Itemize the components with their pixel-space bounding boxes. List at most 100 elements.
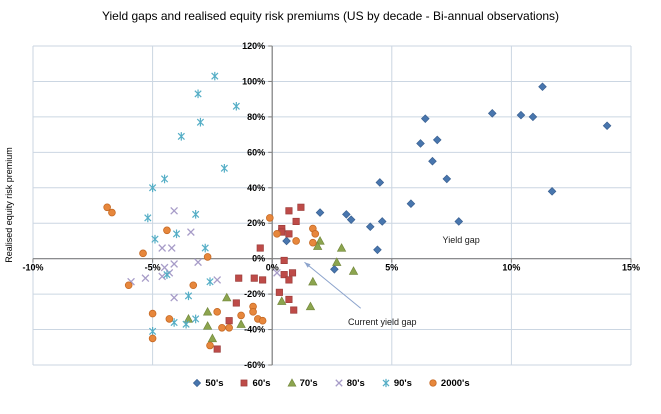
legend-label: 50's	[205, 377, 224, 389]
square-marker	[285, 207, 293, 215]
y-tick-label: 100%	[242, 76, 265, 86]
diamond-marker	[432, 135, 442, 145]
square-marker	[285, 276, 293, 284]
square-marker	[297, 203, 305, 211]
circle-marker	[165, 315, 174, 323]
diamond-marker	[416, 139, 425, 148]
square-marker	[250, 274, 258, 282]
circle-marker	[237, 311, 245, 320]
circle-marker	[429, 379, 437, 387]
legend-label: 90's	[393, 377, 412, 389]
annotation-current-yield-gap: Current yield gap	[347, 317, 417, 328]
diamond-marker	[377, 217, 387, 226]
square-marker	[241, 379, 248, 387]
star-marker	[144, 213, 152, 223]
legend-item-80s: 80's	[333, 377, 365, 389]
circle-marker	[139, 249, 147, 258]
star-marker	[220, 163, 228, 173]
diamond-marker	[528, 112, 538, 122]
star-marker	[148, 327, 157, 336]
diamond-marker	[365, 222, 375, 232]
diamond-marker	[487, 109, 497, 118]
series-80s	[127, 206, 281, 302]
diamond-marker	[330, 265, 339, 274]
x-tick-label: -10%	[22, 263, 43, 273]
x-tick-label: 15%	[622, 263, 640, 273]
legend-label: 80's	[346, 377, 365, 389]
square-legend-icon	[241, 379, 248, 387]
star-marker	[382, 378, 390, 388]
diamond-legend-icon	[193, 378, 202, 388]
circle-marker	[213, 308, 221, 316]
x-tick-label: 0%	[266, 263, 279, 273]
triangle-marker	[202, 306, 213, 316]
diamond-marker	[375, 178, 385, 187]
star-marker	[163, 270, 171, 279]
legend-item-2000s: 2000's	[427, 377, 470, 389]
square-marker	[280, 271, 288, 279]
y-tick-label: 20%	[247, 218, 265, 228]
triangle-marker	[305, 301, 316, 311]
y-tick-label: 120%	[242, 41, 265, 51]
series-70s	[183, 236, 359, 343]
square-marker	[285, 295, 293, 303]
y-tick-label: 60%	[247, 147, 265, 157]
diamond-marker	[346, 215, 356, 224]
star-marker	[182, 319, 190, 329]
circle-marker	[148, 334, 157, 343]
triangle-legend-icon	[287, 378, 297, 387]
x-tick-label: -5%	[145, 263, 161, 273]
diamond-marker	[442, 174, 452, 184]
x-marker	[158, 272, 167, 281]
diamond-marker	[516, 110, 526, 120]
square-marker	[232, 299, 240, 307]
legend-item-70s: 70's	[286, 377, 318, 389]
square-marker	[225, 317, 233, 325]
circle-marker	[103, 203, 111, 212]
x-marker	[273, 268, 281, 277]
star-marker	[184, 291, 193, 301]
circle-marker	[249, 308, 257, 316]
diamond-marker	[547, 187, 557, 196]
star-legend-icon	[382, 378, 390, 388]
circle-marker	[108, 208, 116, 217]
y-tick-label: -60%	[244, 360, 265, 370]
star-marker	[192, 210, 200, 219]
triangle-marker	[202, 321, 213, 330]
star-marker	[172, 229, 181, 239]
series-2000s	[103, 203, 320, 350]
circle-marker	[203, 253, 212, 261]
legend: 50's 60's 70's 80's 90's 2000's	[0, 377, 661, 389]
chart-title: Yield gaps and realised equity risk prem…	[101, 9, 560, 23]
square-marker	[285, 230, 293, 238]
star-marker	[232, 101, 240, 111]
star-marker	[201, 243, 209, 253]
triangle-marker	[312, 241, 323, 250]
axes	[32, 45, 632, 366]
x-marker	[170, 206, 178, 215]
x-legend-icon	[335, 379, 343, 387]
square-marker	[256, 244, 264, 252]
square-marker	[288, 269, 297, 277]
annotation-yield-gap: Yield gap	[442, 235, 480, 246]
x-marker	[194, 258, 202, 267]
diamond-marker	[373, 245, 382, 255]
legend-item-90s: 90's	[380, 377, 412, 389]
circle-marker	[258, 316, 267, 325]
square-marker	[275, 288, 283, 296]
x-marker	[158, 244, 167, 252]
diamond-marker	[406, 199, 416, 209]
x-marker	[141, 274, 150, 283]
x-marker	[167, 244, 176, 252]
triangle-marker	[222, 292, 232, 302]
series-60s	[213, 203, 305, 353]
circle-marker	[189, 281, 198, 290]
circle-marker	[292, 237, 300, 245]
y-tick-label: 80%	[247, 112, 265, 122]
square-marker	[259, 276, 267, 284]
diamond-marker	[315, 208, 325, 217]
y-tick-label: -20%	[244, 289, 265, 299]
diamond-marker	[420, 114, 430, 123]
star-marker	[194, 89, 202, 99]
